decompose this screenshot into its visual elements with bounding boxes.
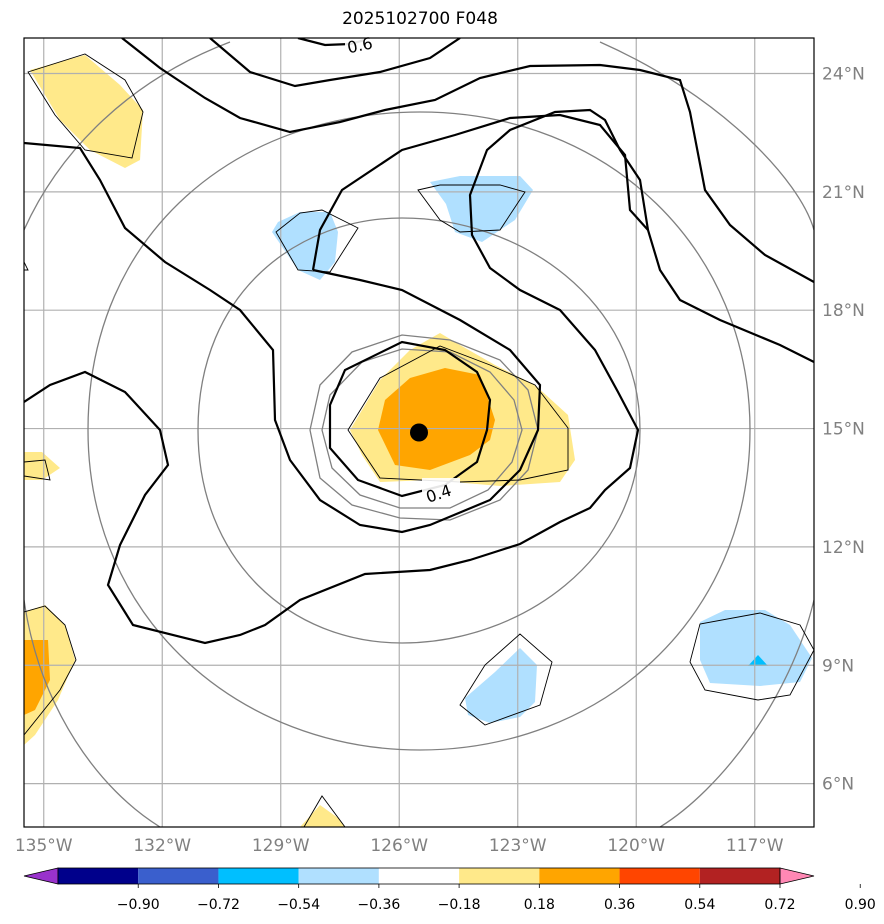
range-ring-4 bbox=[87, 111, 751, 751]
colorbar-tick-label: −0.90 bbox=[117, 897, 160, 913]
latitude-label: 6°N bbox=[822, 775, 854, 795]
outline-se bbox=[689, 612, 814, 701]
colorbar bbox=[23, 867, 861, 888]
storm-center-marker bbox=[410, 423, 428, 442]
longitude-label: 132°W bbox=[133, 836, 191, 856]
colorbar-extend-low bbox=[23, 867, 59, 885]
colorbar-tick-label: 0.54 bbox=[684, 897, 715, 913]
colorbar-segment bbox=[298, 868, 379, 884]
colorbar-segment bbox=[378, 868, 460, 884]
colorbar-segment bbox=[699, 868, 780, 884]
anomaly-positive-nw bbox=[30, 55, 143, 168]
latitude-label: 24°N bbox=[822, 65, 865, 85]
contour-3 bbox=[24, 141, 542, 534]
latitude-label: 18°N bbox=[822, 301, 865, 321]
longitude-label: 117°W bbox=[726, 836, 784, 856]
colorbar-tick-label: −0.36 bbox=[357, 897, 400, 913]
colorbar-tick-label: 0.90 bbox=[845, 897, 876, 913]
contour-5 bbox=[121, 38, 814, 283]
outline-nw bbox=[27, 53, 144, 159]
contour-6 bbox=[209, 38, 461, 88]
range-ring-2 bbox=[321, 348, 523, 509]
longitude-label: 129°W bbox=[252, 836, 310, 856]
map-title: 2025102700 F048 bbox=[342, 9, 498, 29]
colorbar-segment bbox=[539, 868, 620, 884]
outline-sw bbox=[24, 605, 77, 736]
colorbar-tick-labels: −0.90 −0.72 −0.54 −0.36 −0.18 0.18 0.36 0.54 0.7… bbox=[117, 897, 876, 913]
anomaly-negative-s bbox=[465, 648, 537, 723]
colorbar-tick-label: −0.18 bbox=[438, 897, 481, 913]
colorbar-segment bbox=[138, 868, 219, 884]
range-ring-5 bbox=[24, 41, 814, 827]
colorbar-extend-high bbox=[779, 867, 815, 885]
colorbar-outline bbox=[57, 867, 781, 885]
latitude-label: 12°N bbox=[822, 538, 865, 558]
outline-n bbox=[275, 209, 359, 273]
range-ring-3 bbox=[197, 217, 641, 644]
contour-2 bbox=[311, 113, 814, 363]
anomaly-positive-s bbox=[300, 805, 345, 827]
colorbar-tick-label: 0.72 bbox=[764, 897, 795, 913]
anomaly-negative-ne bbox=[430, 176, 533, 242]
outline-w-tick bbox=[24, 261, 29, 271]
colorbar-tick-label: 0.18 bbox=[524, 897, 555, 913]
colorbar-segment bbox=[218, 868, 299, 884]
longitude-labels: 135°W 132°W 129°W 126°W 123°W 120°W 117°W bbox=[15, 836, 784, 856]
anomaly-positive-w-edge bbox=[24, 452, 60, 480]
longitude-label: 126°W bbox=[370, 836, 428, 856]
anomaly-negative-se bbox=[700, 610, 812, 686]
contour-label-backdrop bbox=[422, 478, 460, 500]
outline-s bbox=[459, 633, 553, 726]
colorbar-segment bbox=[459, 868, 540, 884]
anomaly-negative-se-core bbox=[748, 655, 768, 666]
latitude-label: 15°N bbox=[822, 420, 865, 440]
outline-s-edge bbox=[303, 795, 346, 827]
outline-ne bbox=[417, 184, 526, 233]
map-frame bbox=[23, 37, 815, 828]
contour-1 bbox=[328, 340, 492, 498]
colorbar-tick-label: −0.72 bbox=[197, 897, 240, 913]
longitude-label: 135°W bbox=[15, 836, 73, 856]
contour-label-backdrop bbox=[345, 38, 383, 52]
colorbar-tick-label: −0.54 bbox=[277, 897, 320, 913]
anomaly-negative-n bbox=[272, 212, 338, 280]
contour-lines bbox=[24, 38, 814, 645]
contour-4 bbox=[24, 108, 650, 645]
longitude-label: 120°W bbox=[607, 836, 665, 856]
longitude-label: 123°W bbox=[489, 836, 547, 856]
contour-label-0.6: 0.6 bbox=[346, 33, 375, 57]
contour-label-group: 0.4 0.6 bbox=[345, 33, 460, 507]
latitude-label: 9°N bbox=[822, 656, 854, 676]
latitude-label: 21°N bbox=[822, 183, 865, 203]
colorbar-tick-label: 0.36 bbox=[604, 897, 635, 913]
outline-w bbox=[24, 459, 51, 481]
shaded-field-layer bbox=[24, 55, 812, 827]
colorbar-segment bbox=[58, 868, 139, 884]
latitude-labels: 24°N 21°N 18°N 15°N 12°N 9°N 6°N bbox=[822, 65, 865, 795]
colorbar-segment bbox=[619, 868, 700, 884]
anomaly-positive-core bbox=[378, 368, 495, 470]
